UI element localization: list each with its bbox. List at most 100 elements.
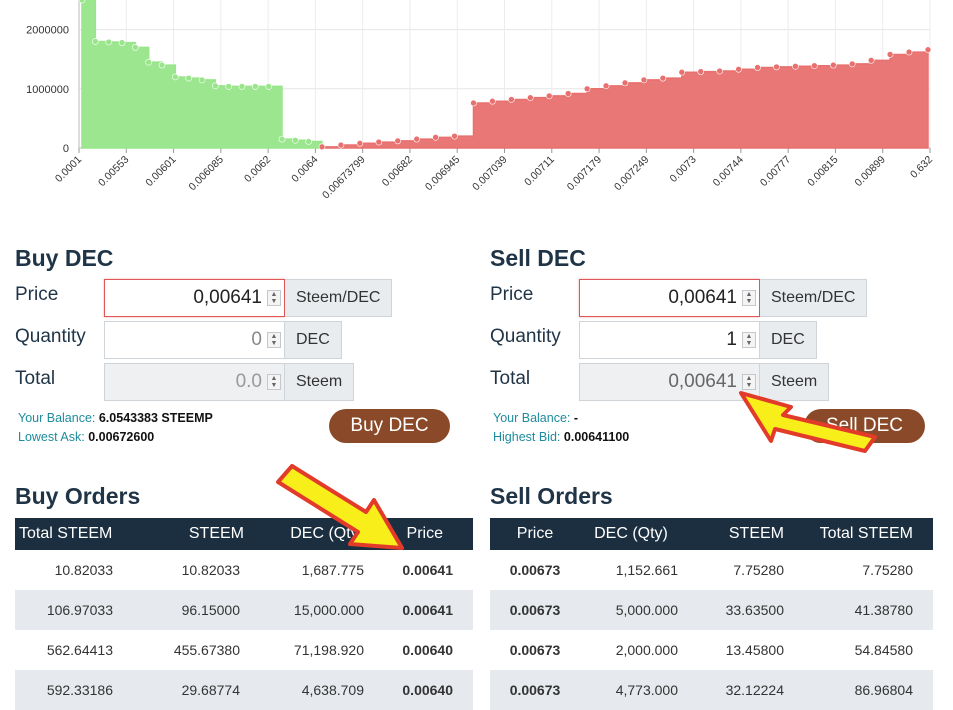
sell-balance-value: -	[573, 411, 579, 425]
buy-orders-table: Total STEEM STEEM DEC (Qty) Price 10.820…	[15, 518, 473, 710]
spinner-icon[interactable]: ▲ ▼	[742, 332, 756, 348]
depth-point-asks	[697, 68, 705, 75]
depth-point-asks	[735, 65, 742, 73]
depth-chart: 0 1000000 2000000 0.0001 0.00553 0.00601 0.006…	[26, 0, 935, 202]
annotation-arrow-icon	[276, 464, 404, 550]
sell-total-input[interactable]: 0,00641 ▲ ▼	[579, 363, 760, 401]
total-steem-cell: 562.64413	[15, 630, 135, 670]
buy-price-input[interactable]: 0,00641 ▲ ▼	[104, 279, 285, 317]
depth-point-asks	[337, 141, 345, 149]
depth-point-asks	[470, 99, 477, 107]
depth-point-asks	[848, 60, 856, 68]
sell-price-label: Price	[490, 284, 534, 305]
column-header[interactable]: Total STEEM	[15, 518, 135, 550]
depth-point-bids	[172, 73, 179, 81]
depth-point-bids	[185, 74, 192, 82]
x-tick-label: 0.00553	[96, 154, 131, 189]
buy-total-input[interactable]: 0.0 ▲ ▼	[104, 363, 285, 401]
depth-point-asks	[924, 46, 932, 54]
price-cell: 0.00640	[368, 630, 473, 670]
depth-point-asks	[830, 61, 837, 69]
depth-point-bids	[158, 61, 166, 69]
depth-point-asks	[621, 79, 629, 87]
buy-balance-value: 6.0543383 STEEMP	[98, 411, 213, 425]
steem-cell: 32.12224	[682, 670, 792, 710]
spinner-icon[interactable]: ▲ ▼	[267, 290, 281, 306]
buy-orders-title: Buy Orders	[15, 483, 141, 509]
depth-point-asks	[489, 97, 496, 105]
x-tick-label: 0.0073	[668, 154, 699, 185]
sell-total-unit: Steem	[760, 363, 830, 401]
table-row[interactable]: 10.82033 10.82033 1,687.775 0.00641	[15, 550, 473, 590]
depth-point-asks	[375, 138, 383, 146]
steem-cell: 29.68774	[135, 670, 248, 710]
dec-qty-cell: 1,687.775	[248, 550, 368, 590]
dec-qty-cell: 4,773.000	[580, 670, 682, 710]
dec-qty-cell: 5,000.000	[580, 590, 682, 630]
depth-point-asks	[508, 96, 515, 103]
x-tick-label: 0.00777	[758, 154, 793, 189]
lowest-ask-value: 0.00672600	[88, 430, 155, 444]
table-row[interactable]: 562.64413 455.67380 71,198.920 0.00640	[15, 630, 473, 670]
column-header[interactable]: STEEM	[135, 518, 248, 550]
buy-price-value: 0,00641	[193, 287, 262, 308]
steem-cell: 33.63500	[682, 590, 792, 630]
table-row[interactable]: 0.00673 4,773.000 32.12224 86.96804	[490, 670, 933, 710]
x-tick-label: 0.007249	[612, 154, 652, 194]
depth-point-bids	[92, 38, 99, 45]
sell-quantity-input[interactable]: 1 ▲ ▼	[579, 321, 760, 359]
buy-quantity-label: Quantity	[15, 326, 86, 347]
total-steem-cell: 86.96804	[792, 670, 933, 710]
table-header-row: Price DEC (Qty) STEEM Total STEEM	[490, 518, 933, 550]
dec-qty-cell: 71,198.920	[248, 630, 368, 670]
table-row[interactable]: 0.00673 1,152.661 7.75280 7.75280	[490, 550, 933, 590]
sell-total-value: 0,00641	[668, 371, 737, 392]
dec-qty-cell: 2,000.000	[580, 630, 682, 670]
x-tick-label: 0.007179	[565, 154, 605, 194]
spinner-icon[interactable]: ▲ ▼	[267, 374, 281, 390]
depth-point-asks	[773, 63, 780, 71]
column-header[interactable]: STEEM	[682, 518, 792, 550]
depth-point-asks	[640, 76, 648, 84]
depth-area-bids	[81, 0, 323, 149]
depth-point-bids	[212, 82, 219, 90]
table-row[interactable]: 106.97033 96.15000 15,000.000 0.00641	[15, 590, 473, 630]
sell-price-value: 0,00641	[668, 287, 737, 308]
dec-qty-cell: 15,000.000	[248, 590, 368, 630]
depth-point-bids	[78, 0, 86, 4]
depth-point-asks	[811, 62, 818, 70]
depth-point-asks	[583, 85, 591, 93]
buy-panel-title: Buy DEC	[15, 245, 114, 271]
y-tick-label: 2000000	[26, 25, 69, 37]
highest-bid-label: Highest Bid:	[493, 430, 561, 444]
x-tick-label: 0.00673799	[320, 154, 368, 202]
total-steem-cell: 7.75280	[792, 550, 933, 590]
dec-qty-cell: 4,638.709	[248, 670, 368, 710]
spinner-icon[interactable]: ▲ ▼	[742, 290, 756, 306]
table-row[interactable]: 0.00673 5,000.000 33.63500 41.38780	[490, 590, 933, 630]
buy-price-unit: Steem/DEC	[285, 279, 393, 317]
x-tick-label: 0.00682	[380, 154, 415, 189]
column-header[interactable]: DEC (Qty)	[580, 518, 682, 550]
steem-cell: 10.82033	[135, 550, 248, 590]
column-header[interactable]: Total STEEM	[792, 518, 933, 550]
buy-quantity-input[interactable]: 0 ▲ ▼	[104, 321, 285, 359]
depth-point-bids	[198, 76, 206, 84]
depth-point-asks	[527, 94, 534, 101]
x-tick-label: 0.007039	[470, 154, 510, 194]
depth-point-asks	[716, 67, 723, 75]
x-tick-label: 0.006085	[187, 154, 227, 194]
spinner-icon[interactable]: ▲ ▼	[267, 332, 281, 348]
x-tick-label: 0.00899	[853, 154, 888, 189]
column-header[interactable]: Price	[490, 518, 580, 550]
table-row[interactable]: 592.33186 29.68774 4,638.709 0.00640	[15, 670, 473, 710]
buy-quantity-value: 0	[251, 329, 262, 350]
total-steem-cell: 41.38780	[792, 590, 933, 630]
spinner-icon[interactable]: ▲ ▼	[742, 374, 756, 390]
buy-dec-button[interactable]: Buy DEC	[329, 409, 450, 443]
table-row[interactable]: 0.00673 2,000.000 13.45800 54.84580	[490, 630, 933, 670]
sell-price-input[interactable]: 0,00641 ▲ ▼	[579, 279, 760, 317]
highest-bid: Highest Bid: 0.00641100	[493, 430, 629, 444]
sell-balance: Your Balance: -	[493, 411, 578, 425]
x-tick-label: 0.006945	[423, 154, 463, 194]
